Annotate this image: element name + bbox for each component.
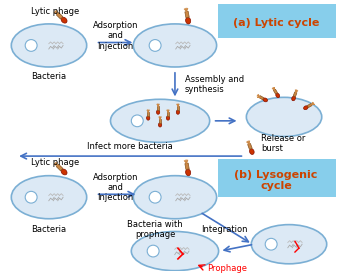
Polygon shape [259,96,264,100]
Text: Assembly and
synthesis: Assembly and synthesis [185,75,244,94]
Polygon shape [147,112,149,116]
FancyBboxPatch shape [218,4,336,38]
Ellipse shape [11,24,87,67]
Polygon shape [307,103,312,108]
Polygon shape [304,106,308,110]
Circle shape [149,191,161,203]
Polygon shape [293,92,297,97]
Polygon shape [157,110,160,114]
Text: (a) Lytic cycle: (a) Lytic cycle [233,18,319,28]
Circle shape [25,40,37,51]
Circle shape [149,40,161,51]
Circle shape [131,115,143,127]
Polygon shape [185,17,191,24]
Polygon shape [166,116,170,120]
Polygon shape [56,164,63,171]
Polygon shape [61,17,67,23]
Text: (b) Lysogenic
cycle: (b) Lysogenic cycle [235,170,318,191]
Polygon shape [159,119,161,123]
Text: Adsorption
and
Injection: Adsorption and Injection [93,21,138,51]
Polygon shape [273,89,278,94]
Polygon shape [176,110,180,114]
Polygon shape [158,123,162,127]
Circle shape [265,238,277,250]
Text: Lytic phage: Lytic phage [31,7,79,16]
Ellipse shape [133,176,217,219]
Polygon shape [185,169,191,176]
Polygon shape [250,149,254,155]
FancyBboxPatch shape [218,159,336,197]
Ellipse shape [11,176,87,219]
Polygon shape [263,98,267,102]
Polygon shape [276,93,280,98]
Circle shape [25,191,37,203]
Polygon shape [177,106,179,110]
Ellipse shape [111,99,210,142]
Polygon shape [61,169,67,175]
Ellipse shape [246,97,322,136]
Polygon shape [56,13,63,19]
Text: Release or
burst: Release or burst [261,134,306,153]
Text: Lytic phage: Lytic phage [31,158,79,167]
Circle shape [147,245,159,257]
Polygon shape [146,116,150,120]
Polygon shape [167,112,169,116]
Polygon shape [185,163,189,169]
Text: Adsorption
and
Injection: Adsorption and Injection [93,172,138,202]
Polygon shape [185,11,189,18]
Text: Infect more bacteria: Infect more bacteria [87,142,173,151]
Ellipse shape [133,24,217,67]
Text: Bacteria: Bacteria [32,225,66,234]
Polygon shape [247,144,252,149]
Polygon shape [157,106,159,110]
Ellipse shape [251,225,327,264]
Text: Prophage: Prophage [207,264,247,273]
Text: Integration: Integration [201,225,247,234]
Text: Bacteria with
prophage: Bacteria with prophage [127,220,183,239]
Ellipse shape [131,232,219,271]
Polygon shape [292,96,295,101]
Text: Bacteria: Bacteria [32,72,66,81]
